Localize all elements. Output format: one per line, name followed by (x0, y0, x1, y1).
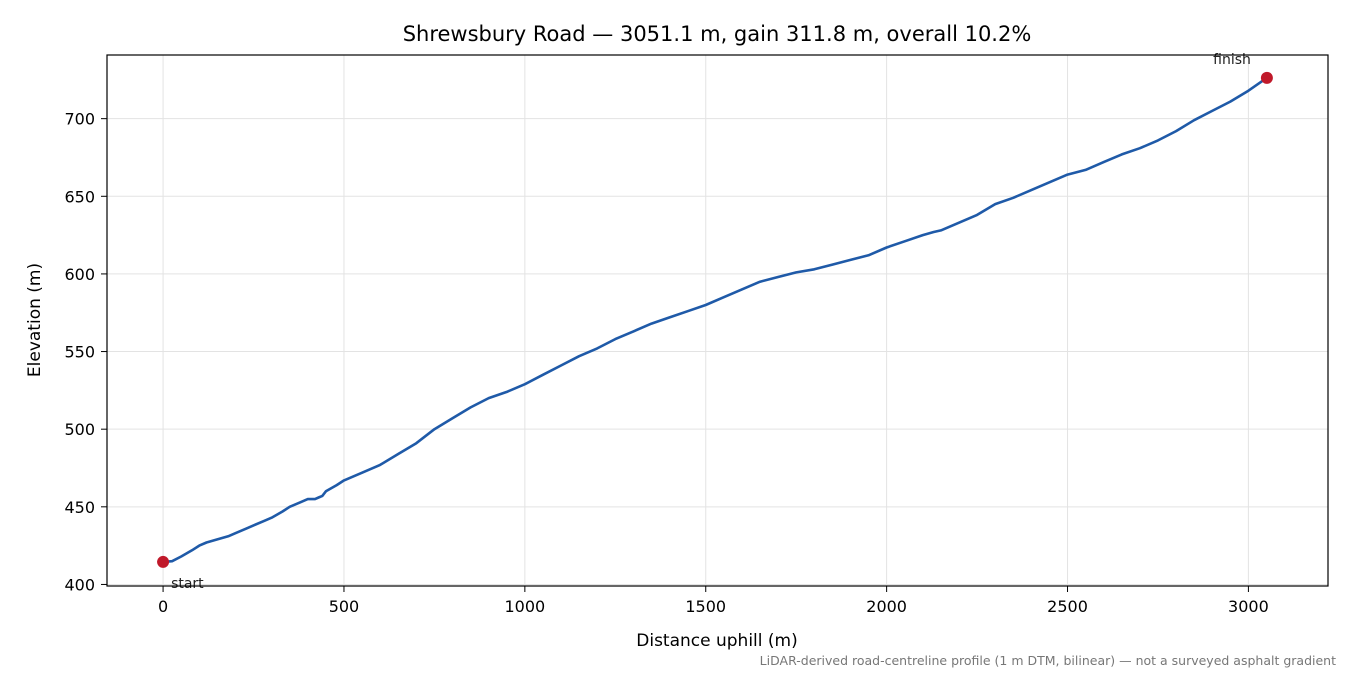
start-marker (157, 555, 170, 568)
data-source-footnote: LiDAR-derived road-centreline profile (1… (760, 653, 1336, 668)
endpoint-markers: start finish (157, 52, 1273, 592)
x-axis-label: Distance uphill (m) (636, 631, 797, 651)
elevation-profile-line (161, 76, 1269, 564)
finish-label: finish (1213, 52, 1251, 68)
y-tick-label-6: 700 (64, 110, 95, 129)
y-tick-label-4: 600 (64, 265, 95, 284)
x-tick-label-5: 2500 (1047, 597, 1088, 616)
chart-title: Shrewsbury Road — 3051.1 m, gain 311.8 m… (403, 22, 1032, 46)
x-tick-label-6: 3000 (1228, 597, 1269, 616)
plot-area-frame (106, 54, 1329, 587)
y-tick-label-5: 650 (64, 187, 95, 206)
y-axis-label: Elevation (m) (25, 263, 45, 377)
x-tick-label-2: 1000 (504, 597, 545, 616)
start-label: start (171, 576, 204, 592)
x-tick-label-4: 2000 (866, 597, 907, 616)
y-tick-label-1: 450 (64, 498, 95, 517)
y-axis-ticks: 400 450 500 550 600 650 700 (64, 110, 107, 594)
x-axis-ticks: 0 500 1000 1500 2000 2500 3000 (158, 586, 1269, 616)
x-tick-label-1: 500 (329, 597, 360, 616)
grid-lines (107, 55, 1328, 586)
finish-marker (1260, 71, 1273, 84)
x-tick-label-3: 1500 (685, 597, 726, 616)
y-tick-label-3: 550 (64, 343, 95, 362)
y-tick-label-0: 400 (64, 575, 95, 594)
y-tick-label-2: 500 (64, 420, 95, 439)
x-tick-label-0: 0 (158, 597, 168, 616)
